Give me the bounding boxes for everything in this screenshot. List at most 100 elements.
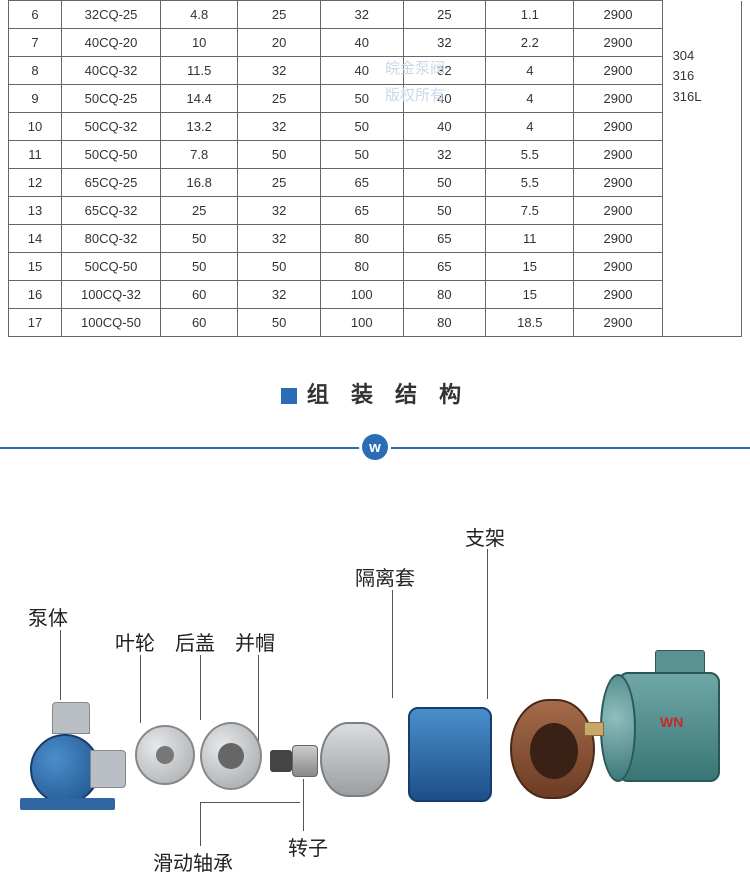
table-cell: 13.2 <box>161 113 238 141</box>
part-outer-magnet <box>510 699 595 799</box>
table-cell: 2900 <box>574 113 662 141</box>
table-cell: 50 <box>238 253 321 281</box>
label-sliding-bearing: 滑动轴承 <box>153 847 233 876</box>
table-cell: 50 <box>320 85 403 113</box>
table-cell: 50CQ-50 <box>61 253 160 281</box>
table-cell: 4 <box>486 85 574 113</box>
table-cell: 80 <box>320 225 403 253</box>
table-cell: 7.8 <box>161 141 238 169</box>
table-cell: 65 <box>403 253 486 281</box>
label-bracket: 支架 <box>465 522 505 551</box>
table-cell: 1.1 <box>486 1 574 29</box>
table-cell: 7.5 <box>486 197 574 225</box>
lead-line <box>258 655 259 747</box>
table-cell: 11 <box>486 225 574 253</box>
label-isolation-sleeve: 隔离套 <box>355 562 415 591</box>
part-rotor <box>320 722 390 797</box>
table-cell: 17 <box>9 309 62 337</box>
table-cell: 80 <box>403 309 486 337</box>
section-title: 组 装 结 构 <box>0 377 750 409</box>
table-cell: 32 <box>403 29 486 57</box>
table-cell: 32 <box>238 113 321 141</box>
table-row: 1050CQ-3213.232504042900 <box>9 113 742 141</box>
lead-line <box>60 630 61 700</box>
table-cell: 32 <box>238 225 321 253</box>
part-sliding-bearing <box>292 745 318 777</box>
table-cell: 2900 <box>574 57 662 85</box>
table-cell: 6 <box>9 1 62 29</box>
table-cell: 5.5 <box>486 141 574 169</box>
table-cell: 65 <box>403 225 486 253</box>
table-cell: 11 <box>9 141 62 169</box>
table-cell: 20 <box>238 29 321 57</box>
table-cell: 9 <box>9 85 62 113</box>
divider: w <box>0 427 750 467</box>
table-cell: 50 <box>161 225 238 253</box>
table-cell: 50CQ-50 <box>61 141 160 169</box>
table-cell: 32 <box>238 281 321 309</box>
divider-badge: w <box>362 434 388 460</box>
table-cell: 8 <box>9 57 62 85</box>
table-cell: 80 <box>320 253 403 281</box>
table-cell: 16.8 <box>161 169 238 197</box>
lead-line <box>140 655 141 723</box>
table-row: 1150CQ-507.85050325.52900 <box>9 141 742 169</box>
table-cell: 40 <box>320 57 403 85</box>
table-cell: 100CQ-32 <box>61 281 160 309</box>
table-cell: 50CQ-25 <box>61 85 160 113</box>
table-cell: 65CQ-25 <box>61 169 160 197</box>
table-cell: 50 <box>320 113 403 141</box>
table-row: 840CQ-3211.532403242900 <box>9 57 742 85</box>
table-cell: 15 <box>9 253 62 281</box>
table-cell: 32 <box>403 57 486 85</box>
table-side-note: 304 316 316L <box>662 1 741 337</box>
table-cell: 100CQ-50 <box>61 309 160 337</box>
table-cell: 50 <box>238 141 321 169</box>
lead-line <box>392 590 393 698</box>
table-row: 16100CQ-32603210080152900 <box>9 281 742 309</box>
table-cell: 32 <box>403 141 486 169</box>
table-cell: 5.5 <box>486 169 574 197</box>
table-cell: 80 <box>403 281 486 309</box>
part-impeller <box>135 725 195 785</box>
table-cell: 40 <box>320 29 403 57</box>
table-cell: 10 <box>161 29 238 57</box>
table-cell: 50 <box>238 309 321 337</box>
table-row: 1550CQ-5050508065152900 <box>9 253 742 281</box>
label-nut: 并帽 <box>235 627 275 656</box>
table-row: 1265CQ-2516.82565505.52900 <box>9 169 742 197</box>
table-cell: 25 <box>238 85 321 113</box>
table-cell: 32 <box>238 197 321 225</box>
table-cell: 100 <box>320 309 403 337</box>
table-cell: 25 <box>238 1 321 29</box>
table-cell: 50CQ-32 <box>61 113 160 141</box>
table-cell: 32CQ-25 <box>61 1 160 29</box>
table-cell: 11.5 <box>161 57 238 85</box>
table-cell: 4 <box>486 113 574 141</box>
table-cell: 2900 <box>574 1 662 29</box>
table-cell: 18.5 <box>486 309 574 337</box>
table-cell: 50 <box>403 169 486 197</box>
table-cell: 32 <box>320 1 403 29</box>
table-cell: 25 <box>161 197 238 225</box>
spec-table: 632CQ-254.82532251.12900304 316 316L740C… <box>8 0 742 337</box>
part-back-cover <box>200 722 262 790</box>
table-cell: 15 <box>486 253 574 281</box>
table-cell: 13 <box>9 197 62 225</box>
table-cell: 10 <box>9 113 62 141</box>
table-cell: 2900 <box>574 85 662 113</box>
table-row: 950CQ-2514.425504042900 <box>9 85 742 113</box>
table-cell: 2900 <box>574 309 662 337</box>
table-cell: 100 <box>320 281 403 309</box>
table-cell: 40 <box>403 85 486 113</box>
table-cell: 14.4 <box>161 85 238 113</box>
label-rotor: 转子 <box>288 832 328 861</box>
table-cell: 65 <box>320 169 403 197</box>
table-cell: 50 <box>320 141 403 169</box>
table-cell: 40 <box>403 113 486 141</box>
table-cell: 16 <box>9 281 62 309</box>
table-row: 632CQ-254.82532251.12900304 316 316L <box>9 1 742 29</box>
table-cell: 7 <box>9 29 62 57</box>
table-cell: 40CQ-32 <box>61 57 160 85</box>
lead-line <box>200 802 300 803</box>
